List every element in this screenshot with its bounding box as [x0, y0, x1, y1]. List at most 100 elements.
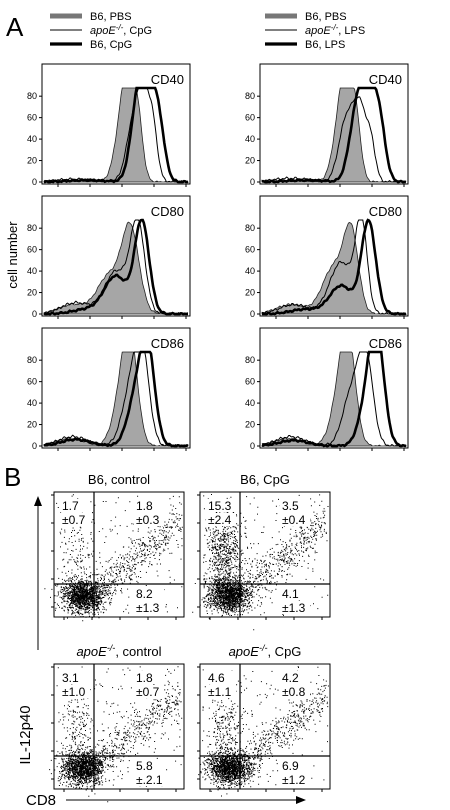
y-tick-label: 80 — [245, 355, 255, 365]
y-tick-label: 40 — [27, 398, 37, 408]
dotplot-0: B6, control 1.7±0.7 1.8±0.3 8.2±1.3 — [44, 472, 185, 622]
dotplot-events-0 — [44, 494, 183, 622]
curve-thin-1 — [261, 96, 407, 183]
histogram-frame-2 — [41, 195, 191, 317]
y-tick-label: 20 — [245, 420, 255, 430]
histogram-frame-1 — [259, 63, 409, 185]
dotplot-2: apoE-/-, control 3.1±1.0 1.8±0.7 5.8±.2.1 — [49, 643, 185, 803]
quadrant-upper-left-value: 3.1 — [62, 671, 79, 685]
marker-label-0: CD40 — [151, 72, 184, 87]
curve-thick-3 — [262, 218, 407, 316]
dotplot-frame-1 — [199, 491, 331, 618]
y-tick-label: 80 — [245, 91, 255, 101]
quadrant-upper-right-value: 1.8 — [136, 671, 153, 685]
y-tick-label: 0 — [32, 309, 37, 319]
dotplot-title-1: B6, CpG — [240, 472, 290, 487]
quadrant-upper-right-value: 3.5 — [282, 499, 299, 513]
y-tick-label: 20 — [27, 156, 37, 166]
panel-b-x-label: CD8 — [26, 792, 56, 809]
y-tick-label: 80 — [27, 355, 37, 365]
dotplot-frame-0 — [53, 491, 185, 618]
dotplot-title-2: apoE-/-, control — [76, 643, 161, 659]
curve-filled-0 — [43, 87, 189, 183]
quadrant-lower-right-value: ±1.2 — [282, 773, 306, 787]
dotplot-title-3: apoE-/-, CpG — [229, 643, 302, 659]
marker-label-4: CD86 — [151, 336, 184, 351]
panel-a-letter: A — [6, 12, 24, 42]
y-tick-label: 80 — [27, 91, 37, 101]
legend-right-label-0: B6, PBS — [305, 11, 347, 23]
panel-a-y-label: cell number — [5, 221, 20, 289]
panel-b-y-label: IL-12p40 — [17, 705, 34, 764]
y-tick-label: 60 — [245, 113, 255, 123]
y-tick-label: 80 — [27, 223, 37, 233]
panel-b-letter: B — [4, 462, 21, 492]
curve-thick-4 — [43, 350, 189, 448]
quadrant-lower-right-value: ±.2.1 — [136, 773, 163, 787]
quadrant-lower-right-value: ±1.3 — [136, 601, 160, 615]
y-tick-label: 0 — [32, 441, 37, 451]
marker-label-2: CD80 — [151, 204, 184, 219]
y-tick-label: 60 — [245, 245, 255, 255]
dotplot-frame-3 — [199, 663, 331, 790]
histogram-frame-5 — [259, 327, 409, 449]
histogram-cd86-right: CD86 0 20 40 60 80 — [245, 327, 409, 451]
dotplot-title-0: B6, control — [88, 472, 150, 487]
dotplot-1: B6, CpG 15.3±2.4 3.5±0.4 4.1±1.3 — [192, 472, 331, 631]
histogram-cd40-left: CD40 0 20 40 60 80 — [27, 63, 191, 187]
marker-label-3: CD80 — [369, 204, 402, 219]
y-tick-label: 60 — [27, 113, 37, 123]
quadrant-upper-left-value: ±0.7 — [62, 513, 86, 527]
y-tick-label: 0 — [250, 177, 255, 187]
dotplot-events-1 — [192, 494, 329, 631]
y-tick-label: 20 — [245, 288, 255, 298]
quadrant-upper-left-value: 15.3 — [208, 499, 232, 513]
y-tick-label: 40 — [245, 266, 255, 276]
y-tick-label: 40 — [245, 398, 255, 408]
histogram-cd80-left: CD80 0 20 40 60 80 — [27, 195, 191, 319]
quadrant-upper-left-value: ±1.0 — [62, 685, 86, 699]
curve-thick-2 — [43, 218, 188, 316]
y-tick-label: 40 — [245, 134, 255, 144]
histogram-cd86-left: CD86 0 20 40 60 80 — [27, 327, 191, 451]
dotplot-events-3 — [198, 666, 329, 797]
y-tick-label: 80 — [245, 223, 255, 233]
histogram-cd80-right: CD80 0 20 40 60 80 — [245, 195, 409, 319]
y-tick-label: 60 — [27, 377, 37, 387]
y-tick-label: 20 — [245, 156, 255, 166]
legend-right-label-1: apoE-/-, LPS — [305, 23, 365, 37]
dotplot-3: apoE-/-, CpG 4.6±1.1 4.2±0.8 6.9±1.2 — [197, 643, 331, 797]
legend-left-label-0: B6, PBS — [90, 11, 132, 23]
quadrant-upper-left-value: ±2.4 — [208, 513, 232, 527]
curve-filled-5 — [261, 351, 407, 447]
quadrant-upper-right-value: ±0.7 — [136, 685, 160, 699]
quadrant-upper-right-value: 1.8 — [136, 499, 153, 513]
curve-thick-1 — [261, 86, 407, 184]
histogram-frame-4 — [41, 327, 191, 449]
y-tick-label: 20 — [27, 288, 37, 298]
dotplot-frame-2 — [53, 663, 185, 790]
quadrant-lower-right-value: 5.8 — [136, 759, 153, 773]
curve-thin-3 — [261, 219, 407, 315]
quadrant-upper-right-value: ±0.4 — [282, 513, 306, 527]
quadrant-lower-right-value: 6.9 — [282, 759, 299, 773]
quadrant-upper-right-value: ±0.8 — [282, 685, 306, 699]
quadrant-upper-right-value: 4.2 — [282, 671, 299, 685]
quadrant-upper-left-value: 4.6 — [208, 671, 225, 685]
curve-thin-5 — [261, 351, 407, 447]
marker-label-5: CD86 — [369, 336, 402, 351]
curve-filled-2 — [43, 221, 188, 315]
histogram-frame-3 — [259, 195, 409, 317]
quadrant-lower-right-value: 4.1 — [282, 587, 299, 601]
y-tick-label: 0 — [32, 177, 37, 187]
legend-left-label-2: B6, CpG — [90, 39, 132, 51]
legend-right-label-2: B6, LPS — [305, 39, 345, 51]
quadrant-upper-left-value: 1.7 — [62, 499, 79, 513]
curve-filled-3 — [261, 222, 406, 315]
curve-thin-0 — [43, 87, 188, 183]
y-tick-label: 60 — [245, 377, 255, 387]
legend-left-label-1: apoE-/-, CpG — [90, 23, 152, 37]
